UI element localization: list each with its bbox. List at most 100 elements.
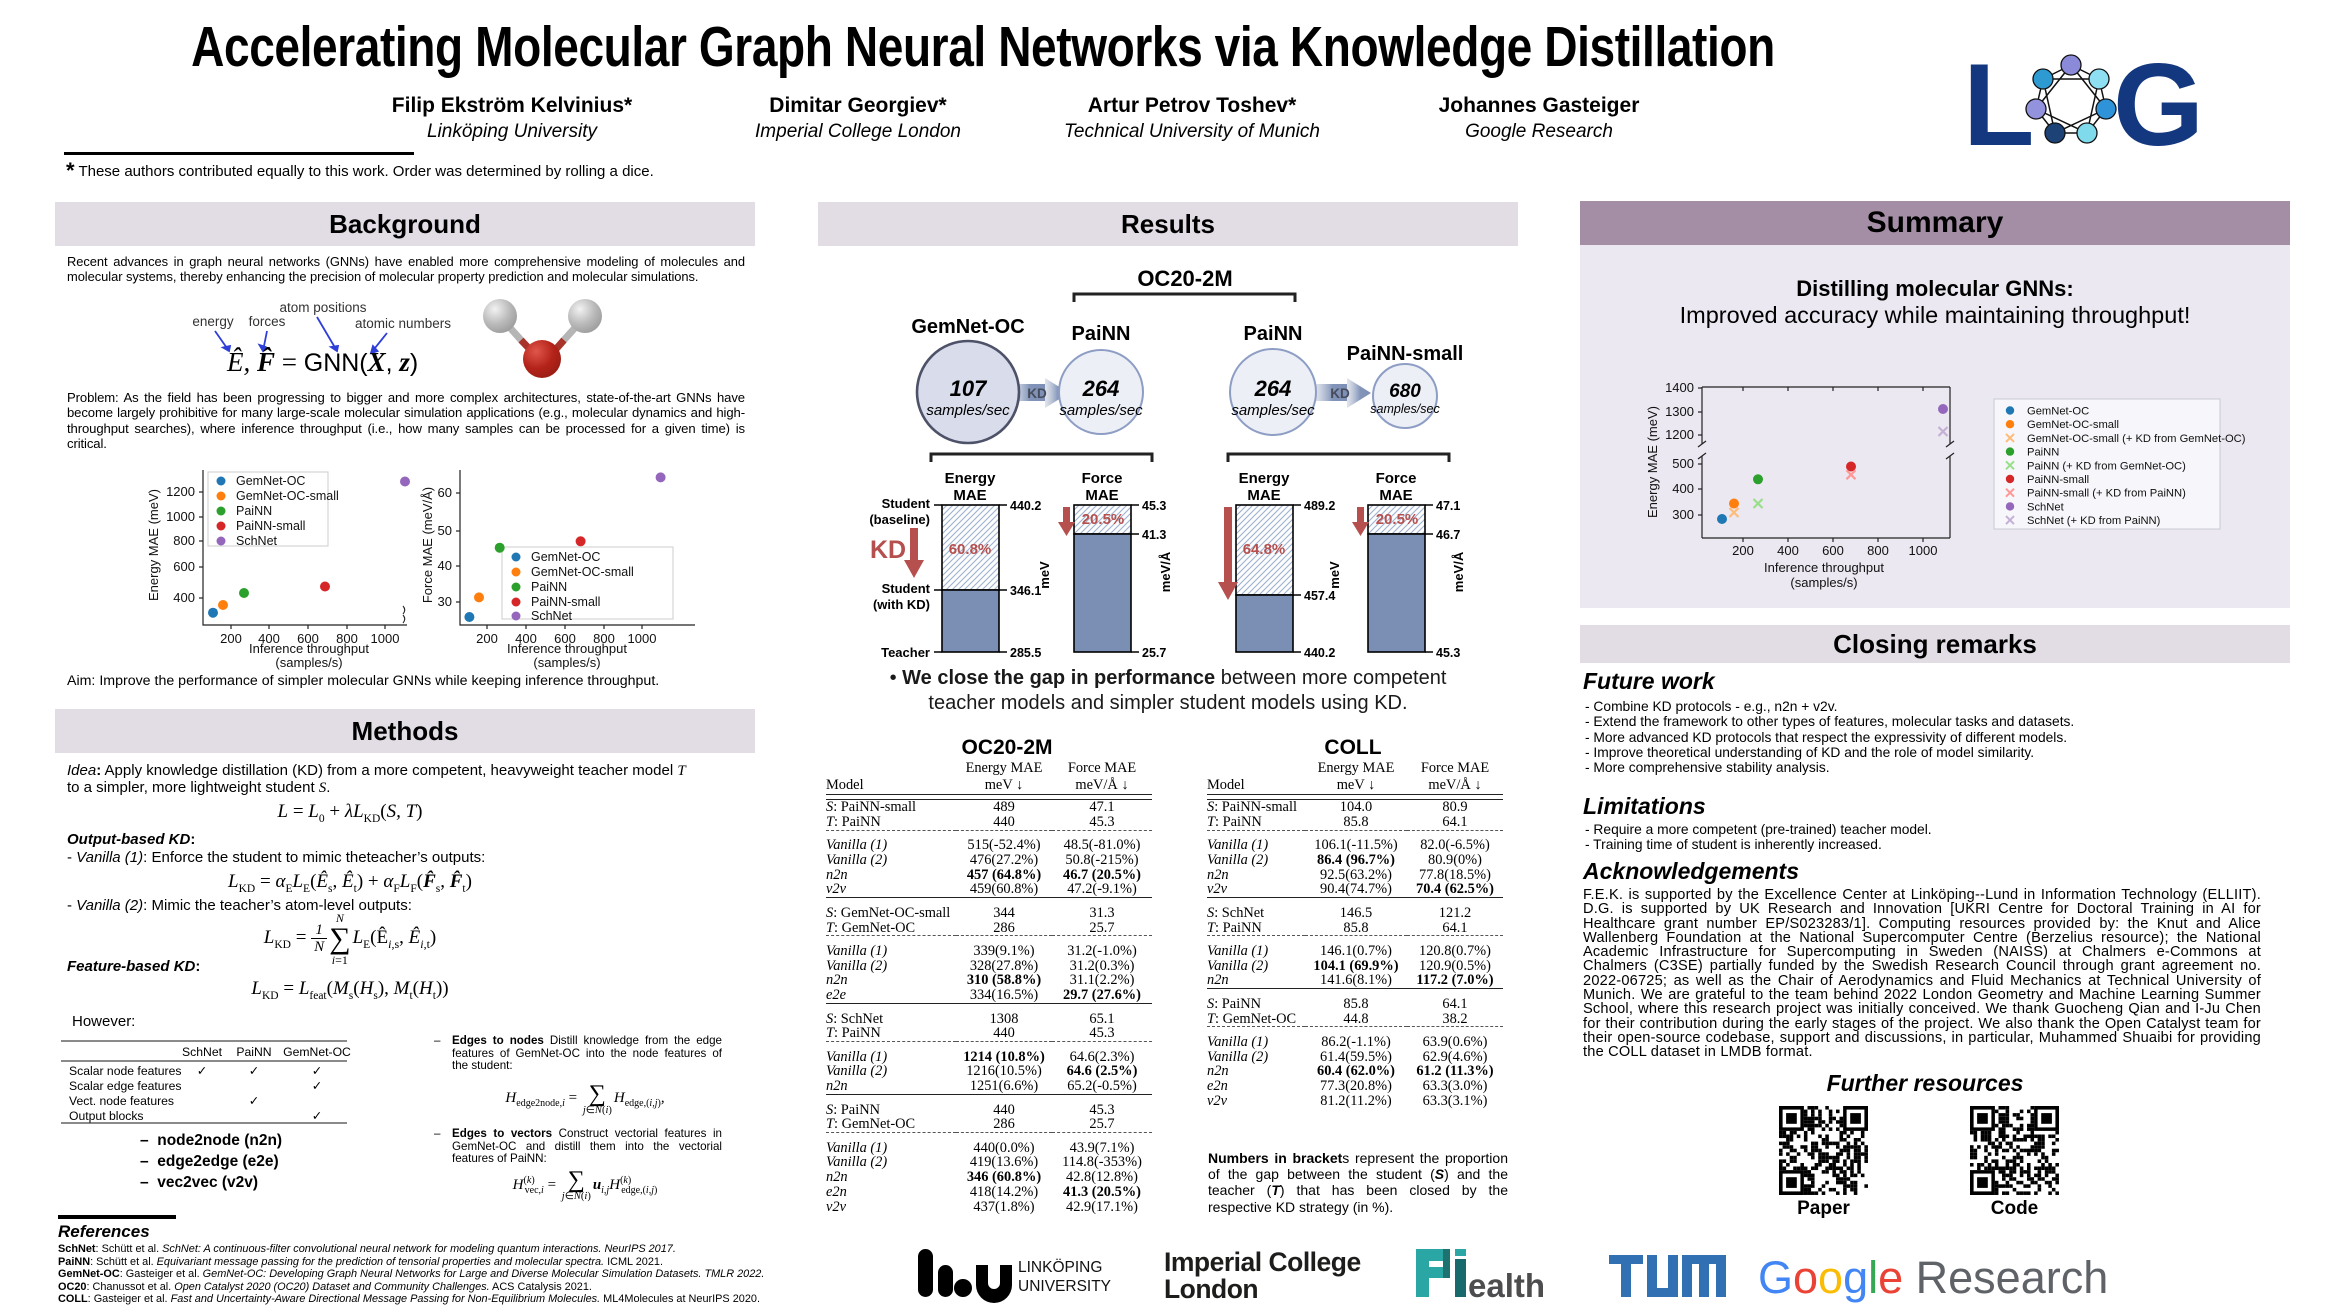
svg-text:800: 800	[336, 631, 358, 646]
svg-text:60.8%: 60.8%	[949, 541, 992, 558]
svg-text:✓: ✓	[249, 1094, 259, 1108]
svg-text:L: L	[1963, 48, 2034, 163]
svg-text:45.3: 45.3	[1436, 646, 1460, 660]
svg-text:PaiNN-small: PaiNN-small	[531, 595, 600, 609]
svg-text:atomic numbers: atomic numbers	[355, 316, 451, 331]
svg-text:samples/sec: samples/sec	[1059, 402, 1143, 419]
svg-text:Inference throughput: Inference throughput	[507, 641, 627, 656]
svg-text:200: 200	[1732, 543, 1754, 558]
svg-text:GemNet-OC: GemNet-OC	[283, 1045, 351, 1059]
svg-text:800: 800	[593, 631, 615, 646]
svg-text:PaiNN (+ KD from GemNet-OC): PaiNN (+ KD from GemNet-OC)	[2027, 460, 2186, 472]
svg-text:1400: 1400	[1665, 380, 1694, 395]
svg-text:Force MAE (meV/Å): Force MAE (meV/Å)	[420, 487, 435, 603]
svg-text:Energy MAE (meV): Energy MAE (meV)	[1645, 406, 1660, 518]
svg-text:✓: ✓	[312, 1079, 322, 1093]
svg-text:600: 600	[554, 631, 576, 646]
svg-text:200: 200	[476, 631, 498, 646]
svg-text:meV/Å: meV/Å	[1158, 551, 1173, 592]
svg-text:atom positions: atom positions	[279, 300, 366, 315]
svg-text:Scalar edge features: Scalar edge features	[69, 1079, 181, 1093]
svg-text:300: 300	[1672, 507, 1694, 522]
svg-text:489.2: 489.2	[1304, 499, 1335, 513]
svg-text:45.3: 45.3	[1142, 499, 1166, 513]
svg-text:440.2: 440.2	[1304, 646, 1335, 660]
svg-text:MAE: MAE	[1379, 487, 1412, 504]
svg-text:KD: KD	[870, 536, 906, 564]
svg-text:PaiNN: PaiNN	[2027, 447, 2059, 459]
svg-text:PaiNN-small: PaiNN-small	[1347, 343, 1464, 365]
svg-text:(baseline): (baseline)	[869, 512, 930, 527]
svg-text:GemNet-OC: GemNet-OC	[2027, 406, 2089, 418]
svg-text:107: 107	[950, 376, 988, 401]
svg-text:600: 600	[173, 559, 195, 574]
svg-text:400: 400	[258, 631, 280, 646]
svg-text:500: 500	[1672, 456, 1694, 471]
svg-text:47.1: 47.1	[1436, 499, 1460, 513]
svg-text:PaiNN-small: PaiNN-small	[2027, 474, 2089, 486]
svg-text:GemNet-OC-small: GemNet-OC-small	[2027, 419, 2119, 431]
svg-text:GemNet-OC-small: GemNet-OC-small	[236, 489, 339, 503]
svg-text:20.5%: 20.5%	[1376, 511, 1419, 528]
svg-text:Imperial College: Imperial College	[1164, 1247, 1361, 1277]
svg-text:PaiNN: PaiNN	[531, 580, 567, 594]
svg-text:60: 60	[438, 485, 452, 500]
svg-text:MAE: MAE	[1085, 487, 1118, 504]
svg-text:1200: 1200	[1665, 427, 1694, 442]
svg-text:Force: Force	[1082, 470, 1123, 487]
svg-text:440.2: 440.2	[1010, 499, 1041, 513]
svg-text:400: 400	[515, 631, 537, 646]
svg-text:Inference throughput: Inference throughput	[249, 641, 369, 656]
svg-text:ealth: ealth	[1468, 1267, 1545, 1304]
svg-text:MAE: MAE	[953, 487, 986, 504]
svg-text:Student: Student	[882, 581, 931, 596]
svg-text:Student: Student	[882, 496, 931, 511]
svg-text:MAE: MAE	[1247, 487, 1280, 504]
svg-text:SchNet: SchNet	[2027, 501, 2065, 513]
svg-text:680: 680	[1389, 381, 1421, 402]
svg-text:1000: 1000	[166, 509, 195, 524]
svg-text:400: 400	[1672, 481, 1694, 496]
svg-text:40: 40	[438, 558, 452, 573]
svg-text:meV/Å: meV/Å	[1451, 551, 1466, 592]
svg-text:400: 400	[173, 590, 195, 605]
svg-text:600: 600	[1822, 543, 1844, 558]
svg-text:Energy: Energy	[1239, 470, 1291, 487]
svg-text:energy: energy	[192, 314, 234, 329]
svg-text:400: 400	[1777, 543, 1799, 558]
svg-text:G: G	[2113, 48, 2204, 163]
svg-text:London: London	[1164, 1274, 1258, 1304]
svg-text:200: 200	[220, 631, 242, 646]
svg-text:SchNet: SchNet	[182, 1045, 223, 1059]
svg-text:1000: 1000	[371, 631, 400, 646]
svg-text:meV: meV	[1037, 561, 1052, 589]
svg-text:samples/sec: samples/sec	[1370, 402, 1440, 416]
svg-text:285.5: 285.5	[1010, 646, 1041, 660]
svg-text:46.7: 46.7	[1436, 528, 1460, 542]
svg-text:1000: 1000	[628, 631, 657, 646]
svg-text:OC20-2M: OC20-2M	[1137, 266, 1232, 291]
svg-text:GemNet-OC: GemNet-OC	[236, 474, 305, 488]
svg-text:(samples/s): (samples/s)	[1790, 575, 1857, 590]
svg-text:samples/sec: samples/sec	[926, 402, 1010, 419]
svg-text:25.7: 25.7	[1142, 646, 1166, 660]
svg-text:LINKÖPING: LINKÖPING	[1018, 1258, 1102, 1276]
svg-text:GemNet-OC-small: GemNet-OC-small	[531, 565, 634, 579]
svg-text:30: 30	[438, 594, 452, 609]
svg-text:50: 50	[438, 523, 452, 538]
svg-text:Energy: Energy	[945, 470, 997, 487]
svg-text:(samples/s): (samples/s)	[275, 655, 342, 670]
svg-text:GemNet-OC: GemNet-OC	[531, 550, 600, 564]
svg-text:Scalar node features: Scalar node features	[69, 1064, 181, 1078]
svg-text:1000: 1000	[1909, 543, 1938, 558]
svg-text:(with KD): (with KD)	[873, 597, 930, 612]
svg-text:20.5%: 20.5%	[1082, 511, 1125, 528]
svg-text:Inference throughput: Inference throughput	[1764, 560, 1884, 575]
svg-text:GemNet-OC-small (+ KD from Gem: GemNet-OC-small (+ KD from GemNet-OC)	[2027, 433, 2246, 445]
svg-text:UNIVERSITY: UNIVERSITY	[1018, 1278, 1111, 1295]
svg-text:64.8%: 64.8%	[1243, 541, 1286, 558]
svg-text:Output blocks: Output blocks	[69, 1109, 144, 1123]
svg-text:(samples/s): (samples/s)	[533, 655, 600, 670]
svg-text:800: 800	[173, 533, 195, 548]
svg-text:PaiNN-small (+ KD from PaiNN): PaiNN-small (+ KD from PaiNN)	[2027, 488, 2186, 500]
